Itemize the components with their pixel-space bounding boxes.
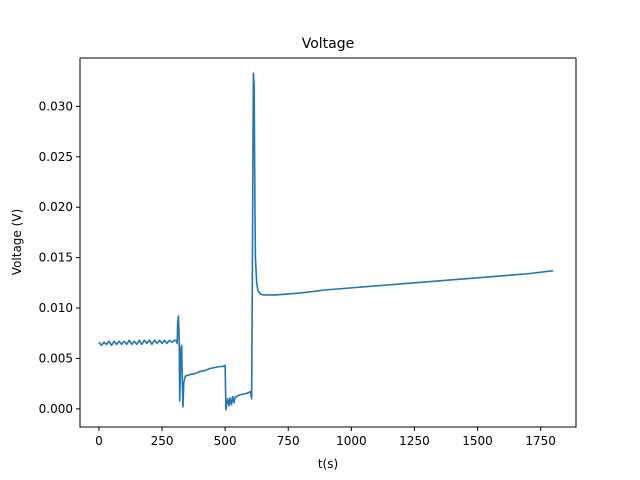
y-tick-label: 0.000 xyxy=(39,402,73,416)
x-tick-label: 1750 xyxy=(525,434,556,448)
y-tick-label: 0.015 xyxy=(39,251,73,265)
y-tick-label: 0.005 xyxy=(39,351,73,365)
y-axis-label: Voltage (V) xyxy=(10,209,24,275)
x-axis-label: t(s) xyxy=(318,457,338,471)
x-tick-label: 500 xyxy=(214,434,237,448)
plot-area: 0 250 500 750 1000 1250 1500 1750 0.000 0.005 0.01… xyxy=(39,57,577,448)
x-tick-label: 1250 xyxy=(399,434,430,448)
x-tick-label: 750 xyxy=(277,434,300,448)
x-tick-label: 0 xyxy=(95,434,103,448)
y-tick-label: 0.020 xyxy=(39,200,73,214)
y-tick-label: 0.030 xyxy=(39,99,73,113)
y-tick-label: 0.010 xyxy=(39,301,73,315)
x-tick-label: 1000 xyxy=(336,434,367,448)
x-tick-label: 1500 xyxy=(462,434,493,448)
chart-title: Voltage xyxy=(302,36,355,52)
plot-frame xyxy=(79,57,577,428)
y-tick-label: 0.025 xyxy=(39,150,73,164)
series-line xyxy=(98,72,554,411)
x-tick-label: 250 xyxy=(151,434,174,448)
